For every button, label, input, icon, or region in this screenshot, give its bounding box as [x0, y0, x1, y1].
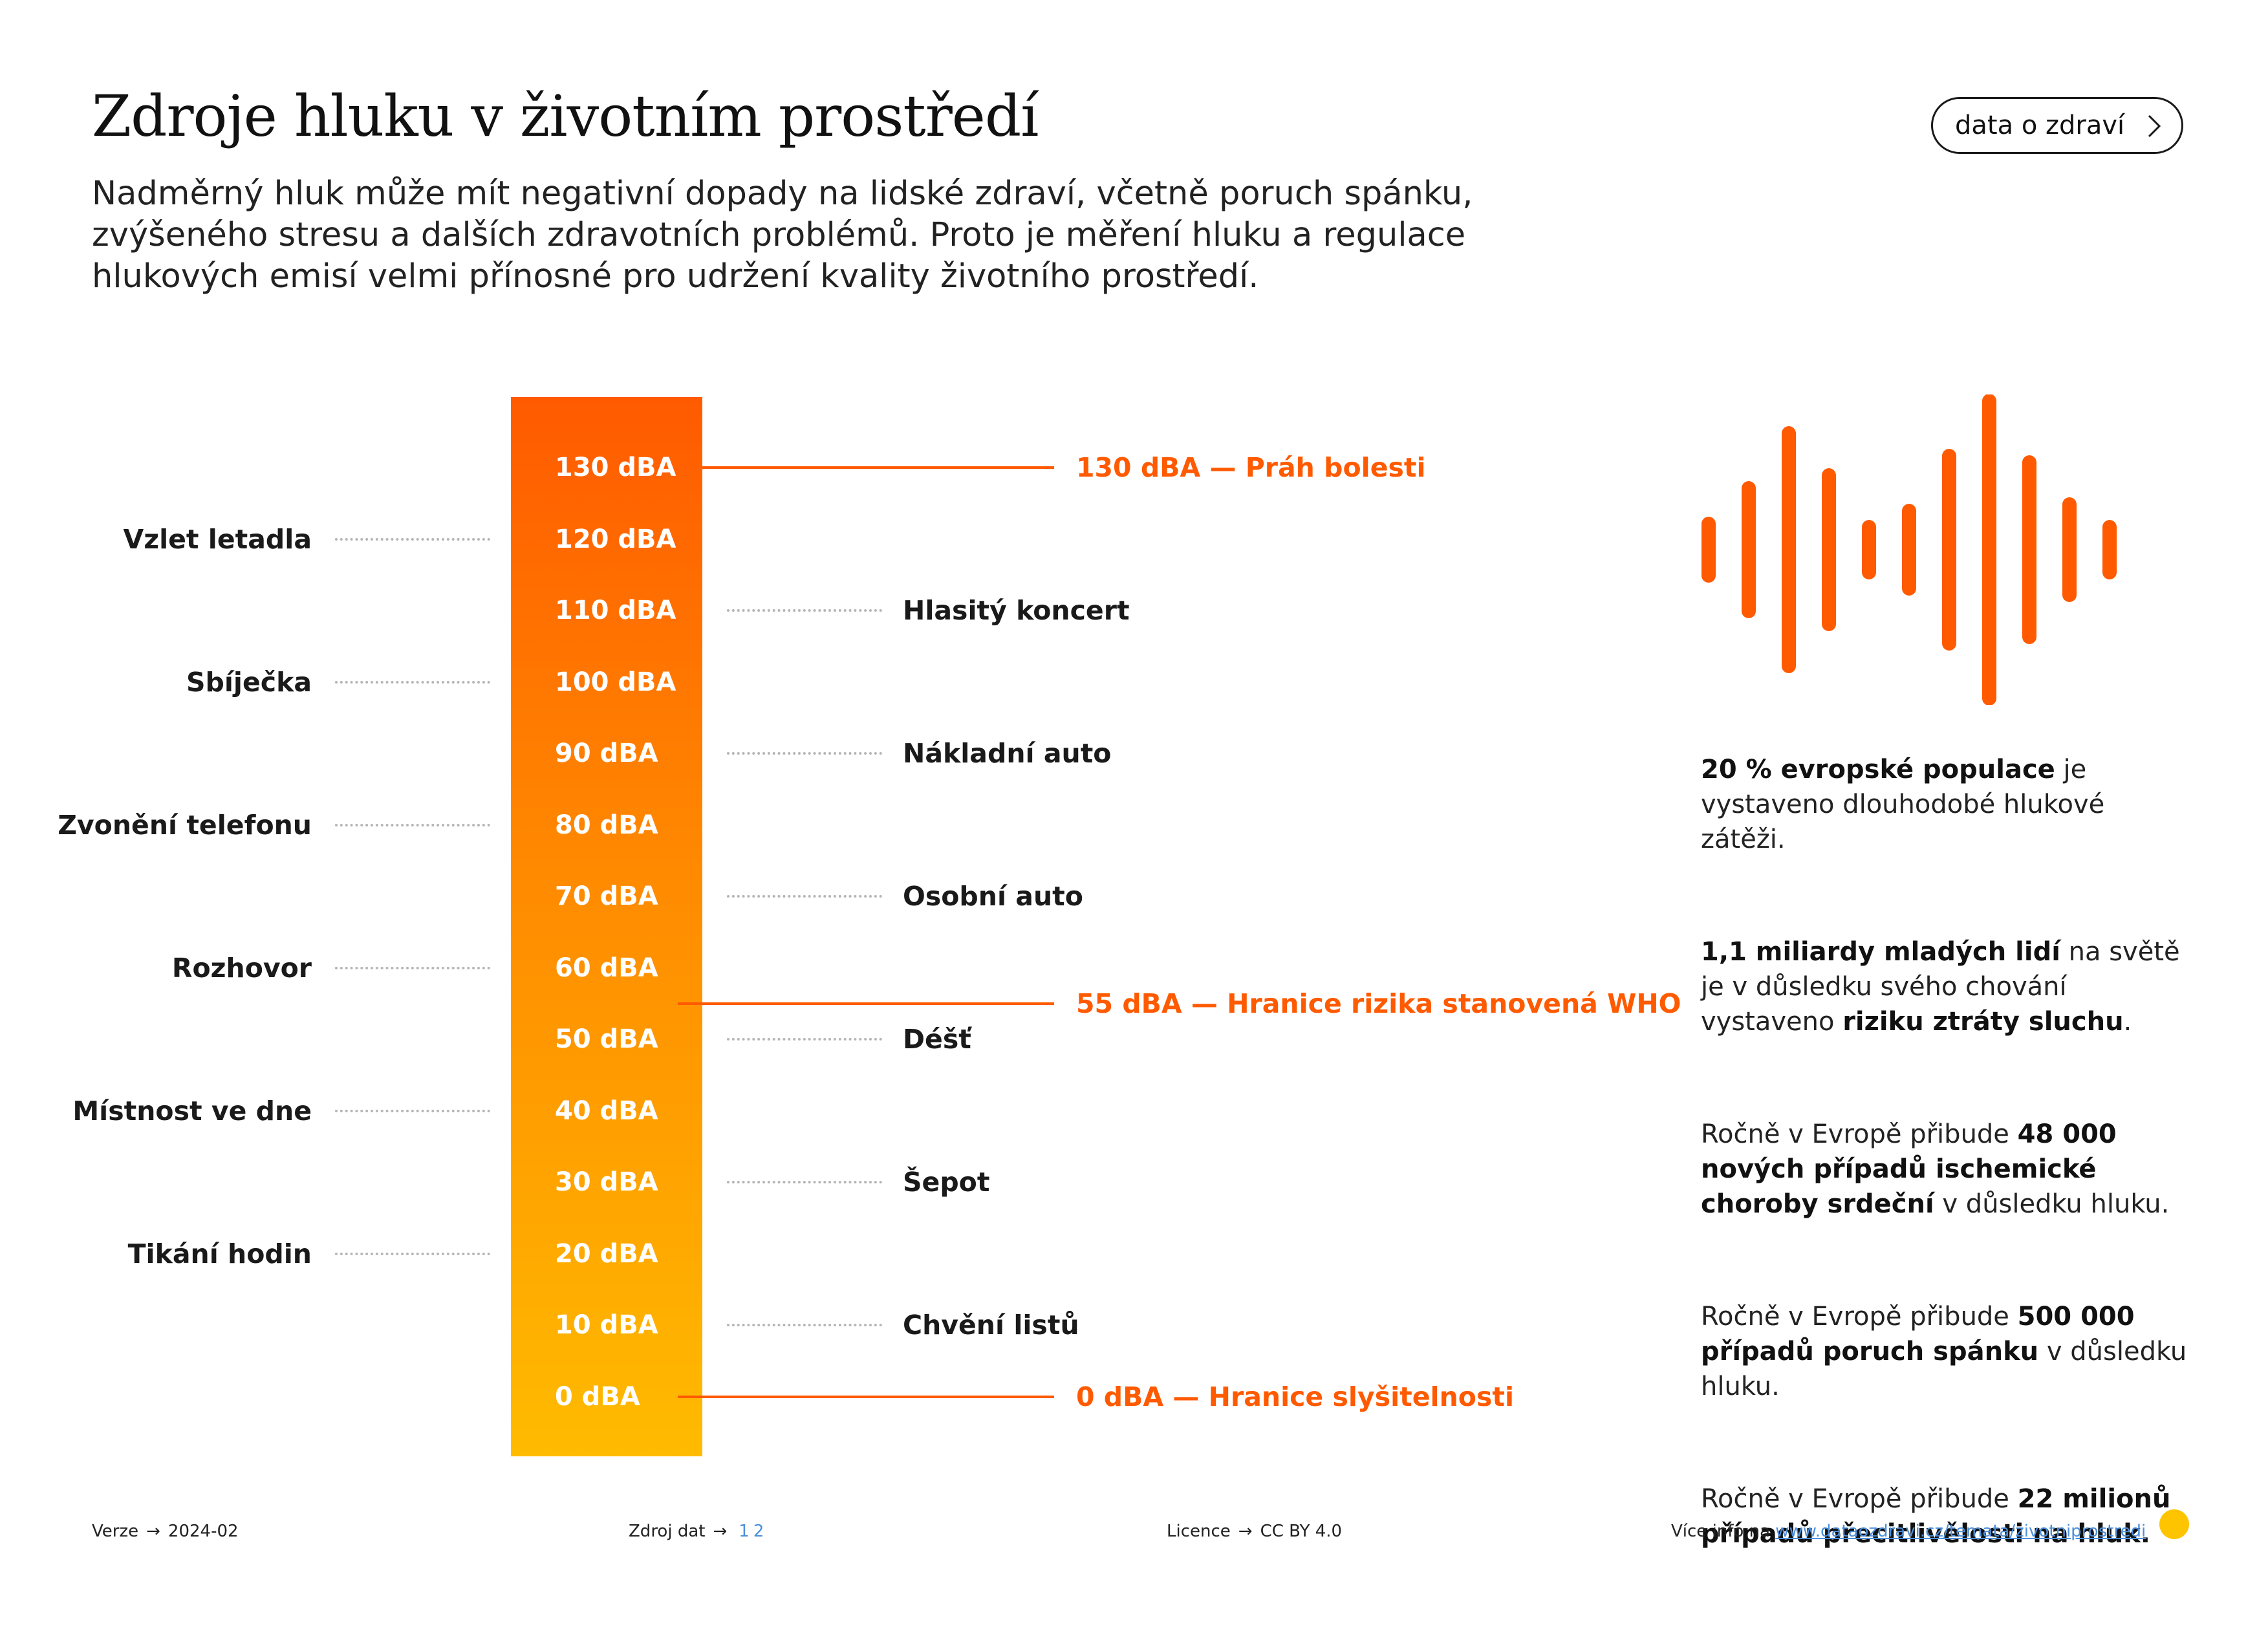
source-link[interactable]: 1 [739, 1522, 750, 1541]
more-info-link[interactable]: www.dataozdravi.cz/temata/zivotniprostre… [1775, 1522, 2146, 1541]
intro-text: Nadměrný hluk může mít negativní dopady … [92, 173, 1579, 297]
scale-level-label: 10 dBA [555, 1310, 658, 1340]
scale-level-label: 60 dBA [555, 953, 658, 983]
noise-source-label: Místnost ve dne [72, 1095, 312, 1127]
scale-level-label: 30 dBA [555, 1167, 658, 1197]
version-value: 2024-02 [167, 1522, 239, 1541]
scale-level-label: 120 dBA [555, 524, 676, 554]
dotted-leader-line [727, 609, 882, 612]
noise-source-label: Osobní auto [903, 881, 1083, 912]
fact-highlight: 1,1 miliardy mladých lidí [1701, 937, 2060, 967]
dotted-leader-line [335, 823, 490, 826]
data-o-zdravi-button[interactable]: data o zdraví [1931, 97, 2183, 154]
fact-paragraph: Ročně v Evropě přibude 500 000 případů p… [1701, 1299, 2192, 1404]
fact-text: na světě je v důsledku svého chování vys… [1701, 937, 2180, 1037]
noise-source-label: Nákladní auto [903, 738, 1112, 769]
noise-source-label: Rozhovor [171, 952, 312, 984]
fact-text: Ročně v Evropě přibude [1701, 1119, 2018, 1149]
footer-version: Verze → 2024-02 [92, 1522, 239, 1541]
noise-source-label: Zvonění telefonu [58, 809, 312, 841]
fact-text: v důsledku hluku. [1701, 1337, 2187, 1401]
fact-highlight: 22 milionů případů přecitlivělosti na hl… [1701, 1484, 2171, 1549]
footer-source: Zdroj dat → 1 2 [629, 1522, 764, 1541]
scale-level-label: 40 dBA [555, 1095, 658, 1126]
fact-highlight: 20 % evropské populace [1701, 755, 2055, 784]
threshold-label: 130 dBA — Práh bolesti [1076, 452, 1426, 483]
dotted-leader-line [335, 680, 490, 684]
dotted-leader-line [727, 1038, 882, 1041]
threshold-label: 55 dBA — Hranice rizika stanovená WHO [1076, 987, 1681, 1019]
fact-paragraph: 20 % evropské populace je vystaveno dlou… [1701, 752, 2192, 857]
arrow-right-icon: → [1238, 1522, 1253, 1541]
sound-wave-icon [1701, 394, 2117, 705]
scale-level-label: 100 dBA [555, 667, 676, 697]
arrow-right-icon: → [146, 1522, 160, 1541]
intro-line: zvýšeného stresu a dalších zdravotních p… [92, 216, 1466, 254]
fact-paragraph: 1,1 miliardy mladých lidí na světě je v … [1701, 934, 2192, 1039]
fact-paragraph: Ročně v Evropě přibude 48 000 nových pří… [1701, 1117, 2192, 1222]
threshold-line [678, 1002, 1054, 1005]
footer-more-info: Více info na www.dataozdravi.cz/temata/z… [1671, 1522, 2146, 1541]
dotted-leader-line [727, 895, 882, 898]
threshold-line [702, 466, 1054, 469]
fact-text: v důsledku hluku. [1934, 1189, 2170, 1219]
fact-text: Ročně v Evropě přibude [1701, 1302, 2018, 1332]
intro-line: Nadměrný hluk může mít negativní dopady … [92, 175, 1473, 213]
decibel-scale-bar [511, 397, 702, 1456]
fact-paragraph: Ročně v Evropě přibude 22 milionů případ… [1701, 1482, 2192, 1551]
scale-level-label: 80 dBA [555, 810, 658, 840]
chevron-right-icon [2148, 114, 2161, 138]
scale-level-label: 20 dBA [555, 1238, 658, 1269]
noise-source-label: Šepot [903, 1167, 990, 1198]
license-label: Licence [1167, 1522, 1231, 1541]
noise-source-label: Sbíječka [186, 666, 312, 698]
noise-source-label: Déšť [903, 1024, 971, 1055]
fact-highlight: riziku ztráty sluchu [1842, 1007, 2124, 1037]
threshold-line [678, 1395, 1054, 1398]
intro-line: hlukových emisí velmi přínosné pro udrže… [92, 257, 1259, 296]
fact-text: je vystaveno dlouhodobé hlukové zátěži. [1701, 755, 2105, 854]
arrow-right-icon: → [713, 1522, 728, 1541]
footer-license: Licence → CC BY 4.0 [1167, 1522, 1342, 1541]
facts-panel: 20 % evropské populace je vystaveno dlou… [1701, 752, 2192, 1629]
dotted-leader-line [335, 1109, 490, 1112]
dotted-leader-line [727, 752, 882, 755]
brand-logo-icon [2159, 1509, 2189, 1539]
fact-text: Ročně v Evropě přibude [1701, 1484, 2018, 1514]
scale-level-label: 0 dBA [555, 1381, 640, 1412]
threshold-label: 0 dBA — Hranice slyšitelnosti [1076, 1381, 1515, 1412]
scale-level-label: 50 dBA [555, 1024, 658, 1054]
scale-level-label: 110 dBA [555, 596, 676, 625]
noise-source-label: Vzlet letadla [123, 523, 312, 555]
dotted-leader-line [335, 966, 490, 969]
scale-level-label: 90 dBA [555, 739, 658, 768]
noise-source-label: Tikání hodin [127, 1238, 312, 1269]
dotted-leader-line [727, 1324, 882, 1326]
scale-level-label: 130 dBA [555, 453, 676, 482]
pill-label: data o zdraví [1955, 111, 2125, 140]
license-value: CC BY 4.0 [1260, 1522, 1343, 1541]
fact-text: . [2123, 1007, 2132, 1037]
source-link[interactable]: 2 [753, 1522, 764, 1541]
more-info-label: Více info na [1671, 1522, 1771, 1541]
noise-source-label: Chvění listů [903, 1310, 1079, 1341]
source-label: Zdroj dat [629, 1522, 706, 1541]
dotted-leader-line [335, 537, 490, 541]
fact-highlight: 48 000 nových případů ischemické choroby… [1701, 1119, 2117, 1219]
version-label: Verze [92, 1522, 139, 1541]
dotted-leader-line [335, 1252, 490, 1255]
fact-highlight: 500 000 případů poruch spánku [1701, 1302, 2135, 1366]
noise-source-label: Hlasitý koncert [903, 595, 1130, 626]
scale-level-label: 70 dBA [555, 881, 658, 911]
dotted-leader-line [727, 1181, 882, 1183]
page-title: Zdroje hluku v životním prostředí [92, 83, 1039, 149]
